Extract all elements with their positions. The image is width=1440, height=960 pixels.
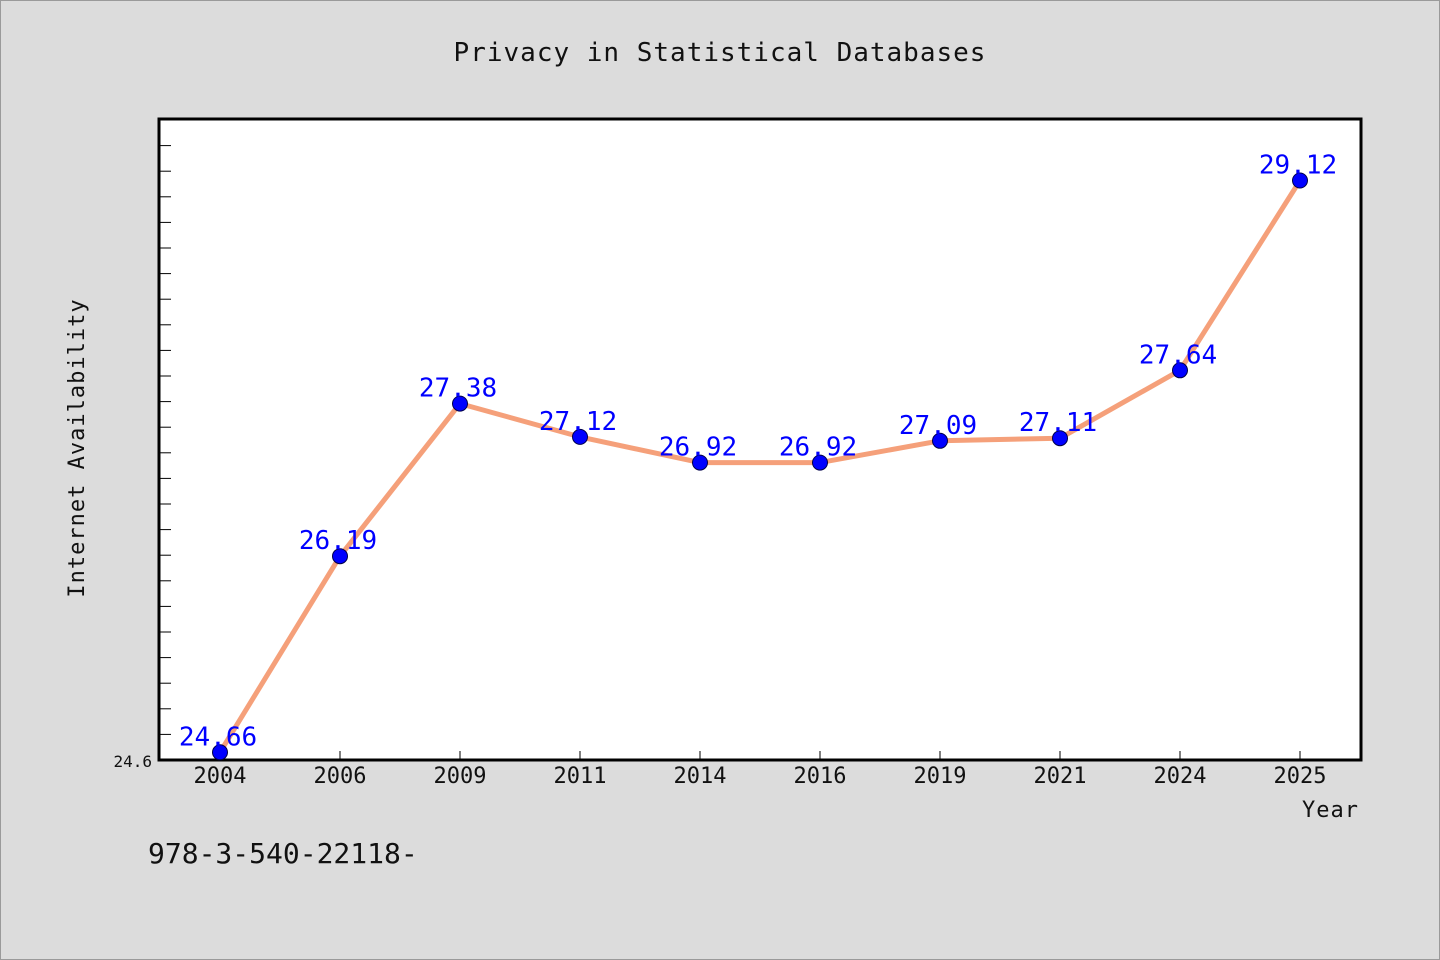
data-label: 24.66 — [179, 722, 257, 752]
data-label: 27.11 — [1019, 408, 1097, 438]
x-axis-label: Year — [1302, 798, 1359, 823]
x-tick-label: 2021 — [1034, 764, 1087, 789]
data-point — [212, 744, 228, 761]
data-point — [692, 454, 708, 471]
data-point — [1172, 362, 1188, 379]
data-label: 27.12 — [539, 407, 617, 437]
plot-area — [157, 117, 1363, 762]
x-tick-label: 2009 — [434, 764, 487, 789]
data-point — [1292, 172, 1308, 189]
data-label: 29.12 — [1259, 151, 1337, 181]
data-point — [572, 428, 588, 445]
footer-isbn: 978-3-540-22118- — [148, 837, 418, 870]
x-tick-label: 2019 — [914, 764, 967, 789]
x-tick-label: 2024 — [1154, 764, 1207, 789]
data-point — [332, 548, 348, 565]
series-line — [217, 179, 1303, 754]
data-point — [812, 454, 828, 471]
data-point — [932, 432, 948, 449]
data-point — [1052, 430, 1068, 447]
x-tick-label: 2004 — [194, 764, 247, 789]
y-minor-ticks — [159, 145, 171, 761]
y-axis-label: Internet Availability — [65, 298, 90, 597]
series-group: 24.66 26.19 27.38 27.12 26.92 26.92 27.09 27.11… — [179, 151, 1337, 761]
chart-title: Privacy in Statistical Databases — [454, 38, 987, 68]
data-label: 26.19 — [299, 526, 377, 556]
data-point — [452, 395, 468, 412]
data-label: 26.92 — [779, 433, 857, 463]
x-tick-label: 2016 — [794, 764, 847, 789]
y-tick-label: 24.6 — [113, 752, 152, 771]
data-label: 27.64 — [1139, 340, 1217, 370]
data-label: 27.09 — [899, 411, 977, 441]
x-tick-label: 2011 — [554, 764, 607, 789]
x-tick-label: 2006 — [314, 764, 367, 789]
data-label: 26.92 — [659, 433, 737, 463]
x-tick-label: 2025 — [1274, 764, 1327, 789]
data-label: 27.38 — [419, 374, 497, 404]
x-axis-ticks: 2004 2006 2009 2011 2014 2016 2019 2021 2024 2025 — [194, 751, 1327, 789]
x-tick-label: 2014 — [674, 764, 727, 789]
